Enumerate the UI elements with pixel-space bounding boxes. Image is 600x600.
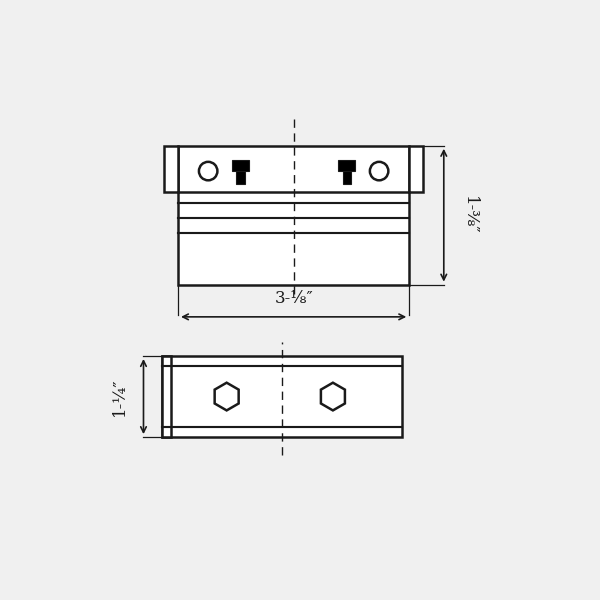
Bar	[338, 160, 355, 172]
Bar	[409, 146, 423, 191]
Circle shape	[199, 162, 217, 181]
Bar	[343, 172, 351, 184]
Bar	[236, 172, 245, 184]
Text: 1-¼″: 1-¼″	[111, 377, 128, 416]
Text: 1-⅜″: 1-⅜″	[461, 196, 478, 235]
Circle shape	[370, 162, 388, 181]
Polygon shape	[215, 383, 239, 410]
Bar	[232, 160, 249, 172]
Bar	[162, 356, 402, 437]
Bar	[178, 146, 409, 284]
Polygon shape	[321, 383, 345, 410]
Text: 3-⅛″: 3-⅛″	[274, 290, 313, 307]
Bar	[164, 146, 178, 191]
Bar	[162, 356, 171, 437]
